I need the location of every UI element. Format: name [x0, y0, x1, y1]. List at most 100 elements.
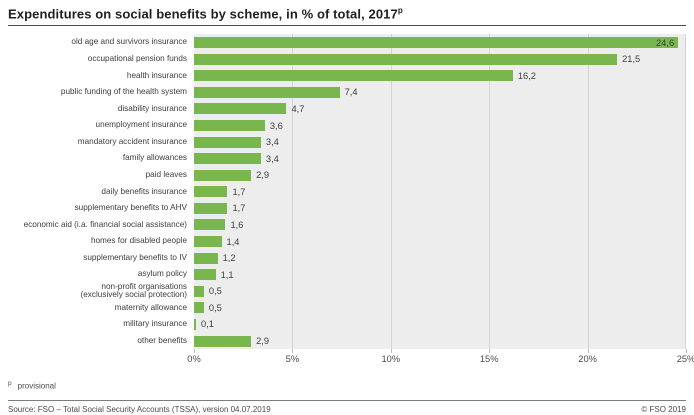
category-label: paid leaves: [145, 169, 187, 179]
footnote-marker: p: [8, 380, 12, 388]
footer-divider: [8, 399, 686, 401]
value-label: 1,7: [232, 203, 246, 214]
bar-row: 0,5: [194, 300, 686, 317]
value-label: 4,7: [291, 103, 305, 114]
bar-row: 21,5: [194, 51, 686, 68]
axis-tick-label: 15%: [479, 354, 499, 365]
value-label: 1,4: [226, 236, 240, 247]
axis-tick-label: 10%: [381, 354, 401, 365]
value-label: 2,9: [256, 336, 269, 347]
bar: 1,1: [194, 269, 234, 281]
bar-row: 1,7: [194, 200, 686, 217]
bar: 4,7: [194, 103, 304, 115]
plot-right-gridline: [685, 34, 686, 350]
value-label: 0,5: [208, 286, 222, 297]
category-label: military insurance: [123, 319, 187, 329]
bar: 16,2: [194, 70, 536, 82]
bar-row: 7,4: [194, 84, 686, 101]
category-label: unemployment insurance: [95, 120, 187, 130]
bar-chart: old age and survivors insurance occupatio…: [8, 34, 694, 366]
page-title: Expenditures on social benefits by schem…: [8, 6, 686, 21]
bar-row: 2,9: [194, 333, 686, 350]
axis-tick-label: 20%: [578, 354, 597, 365]
bar: 21,5: [194, 53, 640, 65]
value-label: 1,7: [232, 186, 246, 197]
bar: 1,7: [194, 202, 245, 214]
category-label: disability insurance: [117, 103, 187, 113]
axis-tick: [686, 349, 687, 354]
bar-row: 3,4: [194, 134, 686, 151]
category-label: supplementary benefits to IV: [83, 252, 187, 262]
bar-row: 24,6: [194, 34, 686, 51]
value-label: 1,2: [222, 253, 236, 264]
title-superscript: p: [397, 6, 403, 15]
gridline: [292, 34, 294, 350]
bar-row: 3,4: [194, 150, 686, 167]
category-label: economic aid (i.a. financial social assi…: [23, 219, 187, 229]
category-label: supplementary benefits to AHV: [74, 203, 187, 213]
bar: 0,5: [194, 285, 222, 297]
value-label: 1,1: [220, 269, 234, 280]
bar: 24,6: [194, 37, 679, 49]
value-label: 2,9: [256, 170, 269, 181]
axis-tick-label: 25%: [676, 354, 694, 365]
value-label: 3,4: [265, 153, 279, 164]
title-divider: [8, 25, 686, 27]
footer: Source: FSO – Total Social Security Acco…: [8, 405, 686, 414]
gridline: [587, 34, 589, 350]
bar: 1,6: [194, 219, 243, 231]
bar-row: 1,6: [194, 217, 686, 234]
bar-row: 1,1: [194, 266, 686, 283]
category-label: mandatory accident insurance: [77, 136, 187, 146]
category-label: other benefits: [137, 335, 187, 345]
bar-row: 1,4: [194, 233, 686, 250]
category-label: maternity allowance: [114, 302, 187, 312]
footnote-text: provisional: [17, 381, 56, 391]
bar-row: 3,6: [194, 117, 686, 134]
category-label: homes for disabled people: [90, 236, 187, 246]
bar-rows: 24,6 21,5 16,2 7,4 4,7 3,6 3,4 3,4 2,9 1,7 1,7 1,6 1…: [194, 34, 686, 349]
bar-row: 2,9: [194, 167, 686, 184]
gridline: [390, 34, 392, 350]
bar: 1,7: [194, 186, 245, 198]
bar-row: 1,2: [194, 250, 686, 267]
value-label: 1,6: [230, 219, 244, 230]
value-label: 3,4: [265, 137, 279, 148]
bar: 0,5: [194, 302, 222, 314]
axis-tick: [194, 349, 195, 354]
bar-row: 0,5: [194, 283, 686, 300]
axis-tick: [292, 349, 294, 354]
value-label: 0,5: [208, 302, 222, 313]
bar-row: 16,2: [194, 67, 686, 84]
category-label: family allowances: [122, 153, 187, 163]
plot-column: 24,6 21,5 16,2 7,4 4,7 3,6 3,4 3,4 2,9 1,7 1,7 1,6 1…: [187, 34, 694, 366]
bar: 1,4: [194, 236, 239, 248]
axis-tick: [489, 349, 491, 354]
footnote: p provisional: [8, 380, 686, 391]
bar: 1,2: [194, 252, 236, 264]
value-label: 24,6: [656, 37, 675, 48]
value-label: 3,6: [269, 120, 283, 131]
bar: 3,4: [194, 136, 279, 148]
category-label: health insurance: [126, 70, 187, 80]
axis-tick: [587, 349, 589, 354]
bar: 2,9: [194, 169, 269, 181]
category-label: old age and survivors insurance: [71, 37, 187, 47]
title-text: Expenditures on social benefits by schem…: [8, 6, 398, 22]
bar: 7,4: [194, 86, 358, 98]
category-label: asylum policy: [137, 269, 187, 279]
category-label: occupational pension funds: [87, 53, 187, 63]
axis-tick-label: 5%: [285, 354, 300, 365]
source-text: Source: FSO – Total Social Security Acco…: [8, 404, 271, 414]
axis-tick: [390, 349, 392, 354]
value-label: 21,5: [622, 54, 641, 65]
copyright-text: © FSO 2019: [641, 404, 686, 414]
category-label: non-profit organisations (exclusively so…: [80, 281, 187, 300]
value-label: 16,2: [517, 70, 536, 81]
axis-tick-label: 0%: [187, 354, 201, 365]
value-label: 7,4: [344, 87, 358, 98]
category-label: daily benefits insurance: [101, 186, 187, 196]
category-labels: old age and survivors insurance occupatio…: [8, 34, 194, 366]
category-label: public funding of the health system: [60, 87, 187, 97]
